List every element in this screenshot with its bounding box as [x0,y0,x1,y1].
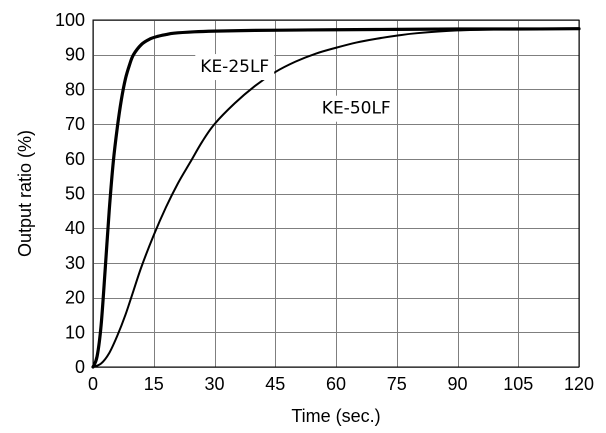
y-tick-label: 80 [65,79,85,99]
x-tick-label: 45 [265,374,285,394]
plot-area-frame [92,19,580,368]
y-tick-label: 40 [65,218,85,238]
x-tick-label: 60 [326,374,346,394]
y-tick-label: 70 [65,114,85,134]
y-tick-label: 60 [65,149,85,169]
series-label-background [195,54,275,81]
series-group [91,27,581,369]
x-tick-label: 90 [447,374,467,394]
series-label-background [316,95,396,122]
y-tick-label: 50 [65,184,85,204]
x-tick-label: 0 [88,374,98,394]
series-label-ke-25lf: KE-25LF [195,54,275,81]
y-tick-label: 30 [65,253,85,273]
series-annotations: KE-25LF KE-50LF [195,54,396,122]
y-tick-label: 10 [65,322,85,342]
x-axis-title: Time (sec.) [291,406,380,426]
y-tick-label: 20 [65,288,85,308]
y-axis-title: Output ratio (%) [15,130,35,257]
x-tick-label: 120 [564,374,594,394]
tick-labels: 0 15 30 45 60 75 90 105 120 0 10 20 30 40 50 60 70 80 90 10… [55,10,594,394]
series-label-text: KE-50LF [322,99,391,119]
x-tick-label: 15 [144,374,164,394]
y-tick-label: 0 [75,357,85,377]
series-line-ke-50lf [92,27,580,368]
series-label-text: KE-25LF [200,57,269,77]
grid [93,20,580,368]
series-line-ke-25lf [91,27,581,369]
y-tick-label: 100 [55,10,85,30]
y-tick-label: 90 [65,45,85,65]
series-label-ke-50lf: KE-50LF [316,95,396,122]
x-tick-label: 75 [387,374,407,394]
x-tick-label: 30 [204,374,224,394]
x-tick-label: 105 [503,374,533,394]
